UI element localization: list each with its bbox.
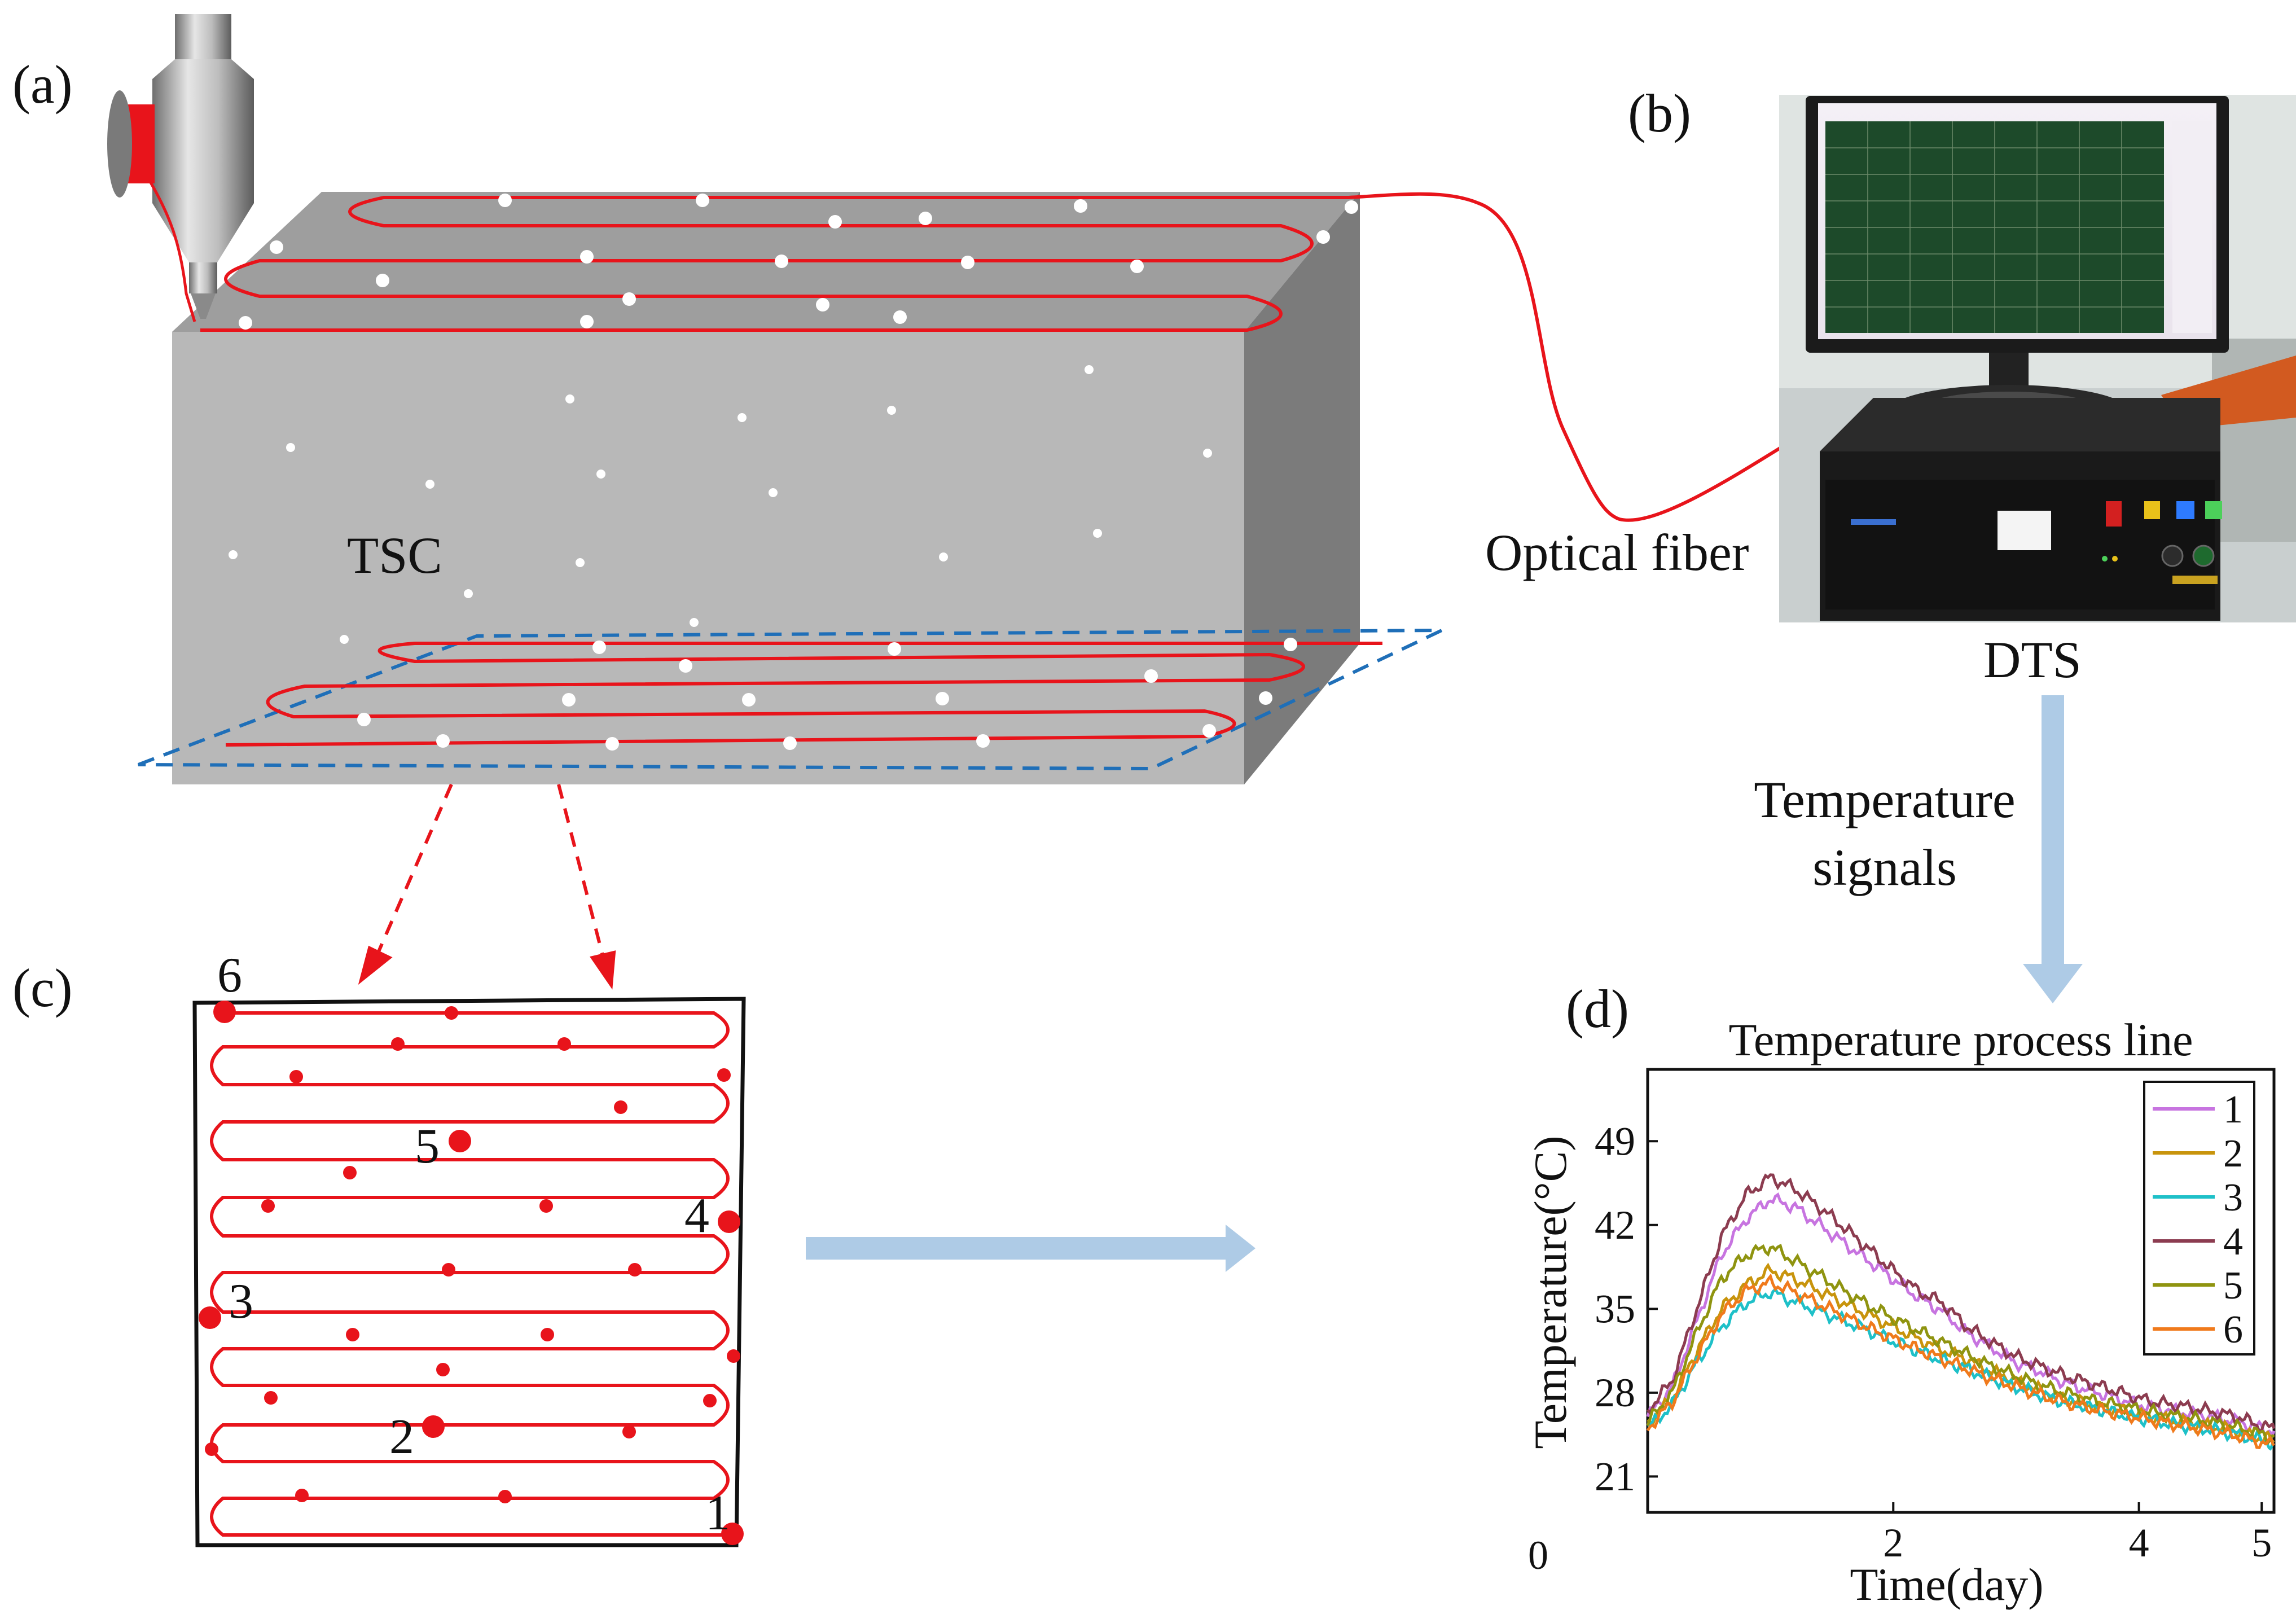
plan-serpentine-fiber — [210, 1011, 734, 1537]
legend-label-2: 2 — [2223, 1132, 2243, 1175]
plan-key-points — [199, 1001, 744, 1545]
chart-title: Temperature process line — [1728, 1014, 2193, 1065]
y-tick-label: 21 — [1595, 1454, 1635, 1499]
fiber-spool-nozzle-icon — [107, 14, 254, 322]
plan-key-point-labels: 6 5 4 3 2 1 — [217, 948, 730, 1541]
key-point-4-marker — [718, 1210, 740, 1233]
chart-legend-box — [2143, 1081, 2255, 1356]
signals-label-line1: Temperature — [1754, 771, 2016, 828]
panel-label-b: (b) — [1628, 83, 1691, 143]
legend-label-5: 5 — [2223, 1264, 2243, 1308]
chart-origin-label: 0 — [1528, 1533, 1548, 1578]
chart-plot-frame — [1646, 1068, 2276, 1514]
block-side-face — [1244, 192, 1360, 784]
block-front-face — [172, 332, 1244, 784]
legend-label-3: 3 — [2223, 1176, 2243, 1220]
x-tick-label: 4 — [2129, 1520, 2149, 1565]
key-point-6-marker — [213, 1001, 236, 1023]
legend-label-1: 1 — [2223, 1088, 2243, 1131]
plan-to-chart-arrow — [806, 1225, 1255, 1272]
key-point-1-label: 1 — [705, 1486, 730, 1541]
legend-label-4: 4 — [2223, 1220, 2243, 1264]
chart-x-axis-label: Time(day) — [1850, 1559, 2043, 1610]
y-tick-label: 35 — [1595, 1286, 1635, 1331]
x-tick-label: 5 — [2251, 1520, 2272, 1565]
fiber-label: Optical fiber — [1485, 524, 1749, 581]
key-point-3-marker — [199, 1306, 221, 1329]
block-label: TSC — [347, 527, 442, 584]
key-point-2-label: 2 — [389, 1410, 414, 1464]
series-line-6 — [1646, 1273, 2275, 1449]
y-tick-label: 42 — [1595, 1203, 1635, 1248]
series-line-4 — [1646, 1173, 2276, 1433]
top-sensor-dots — [239, 194, 1358, 330]
signal-arrow — [2023, 695, 2083, 1003]
key-point-6-label: 6 — [217, 948, 242, 1003]
key-point-1-marker — [721, 1523, 744, 1545]
fiber-top-serpentine — [200, 192, 1869, 522]
chart-y-axis-label: Temperature(°C) — [1525, 1135, 1576, 1449]
panel-label-c: (c) — [12, 958, 73, 1018]
key-point-2-marker — [422, 1415, 445, 1438]
series-line-3 — [1647, 1287, 2275, 1451]
panel-a: (a) TSC — [12, 14, 1869, 990]
panel-label-a: (a) — [12, 54, 73, 115]
key-point-5-label: 5 — [415, 1119, 440, 1174]
dts-label: DTS — [1983, 631, 2082, 688]
signals-label-line2: signals — [1812, 839, 1957, 896]
panel-c: (c) 6 5 4 3 — [12, 948, 1255, 1547]
series-line-5 — [1646, 1243, 2275, 1445]
x-tick-label: 2 — [1883, 1520, 1903, 1565]
legend-label-6: 6 — [2223, 1308, 2243, 1352]
section-plane — [137, 629, 1443, 771]
panel-label-d: (d) — [1566, 979, 1629, 1039]
key-point-5-marker — [449, 1130, 471, 1152]
dts-device-icon — [1820, 398, 2222, 621]
key-point-3-label: 3 — [229, 1274, 253, 1329]
section-sensor-dots — [357, 638, 1297, 751]
y-tick-label: 49 — [1595, 1118, 1635, 1164]
key-point-4-label: 4 — [684, 1188, 709, 1243]
plan-small-dots — [205, 1006, 740, 1503]
plan-boundary — [192, 997, 746, 1547]
fiber-section-serpentine — [225, 642, 1382, 747]
front-sensor-dots — [229, 365, 1212, 644]
section-to-plan-arrows — [358, 783, 616, 990]
panel-d: (d) Temperature process line 21283542492… — [1525, 979, 2276, 1610]
panel-b: (b) — [1485, 83, 2296, 1003]
y-tick-label: 28 — [1595, 1370, 1635, 1415]
